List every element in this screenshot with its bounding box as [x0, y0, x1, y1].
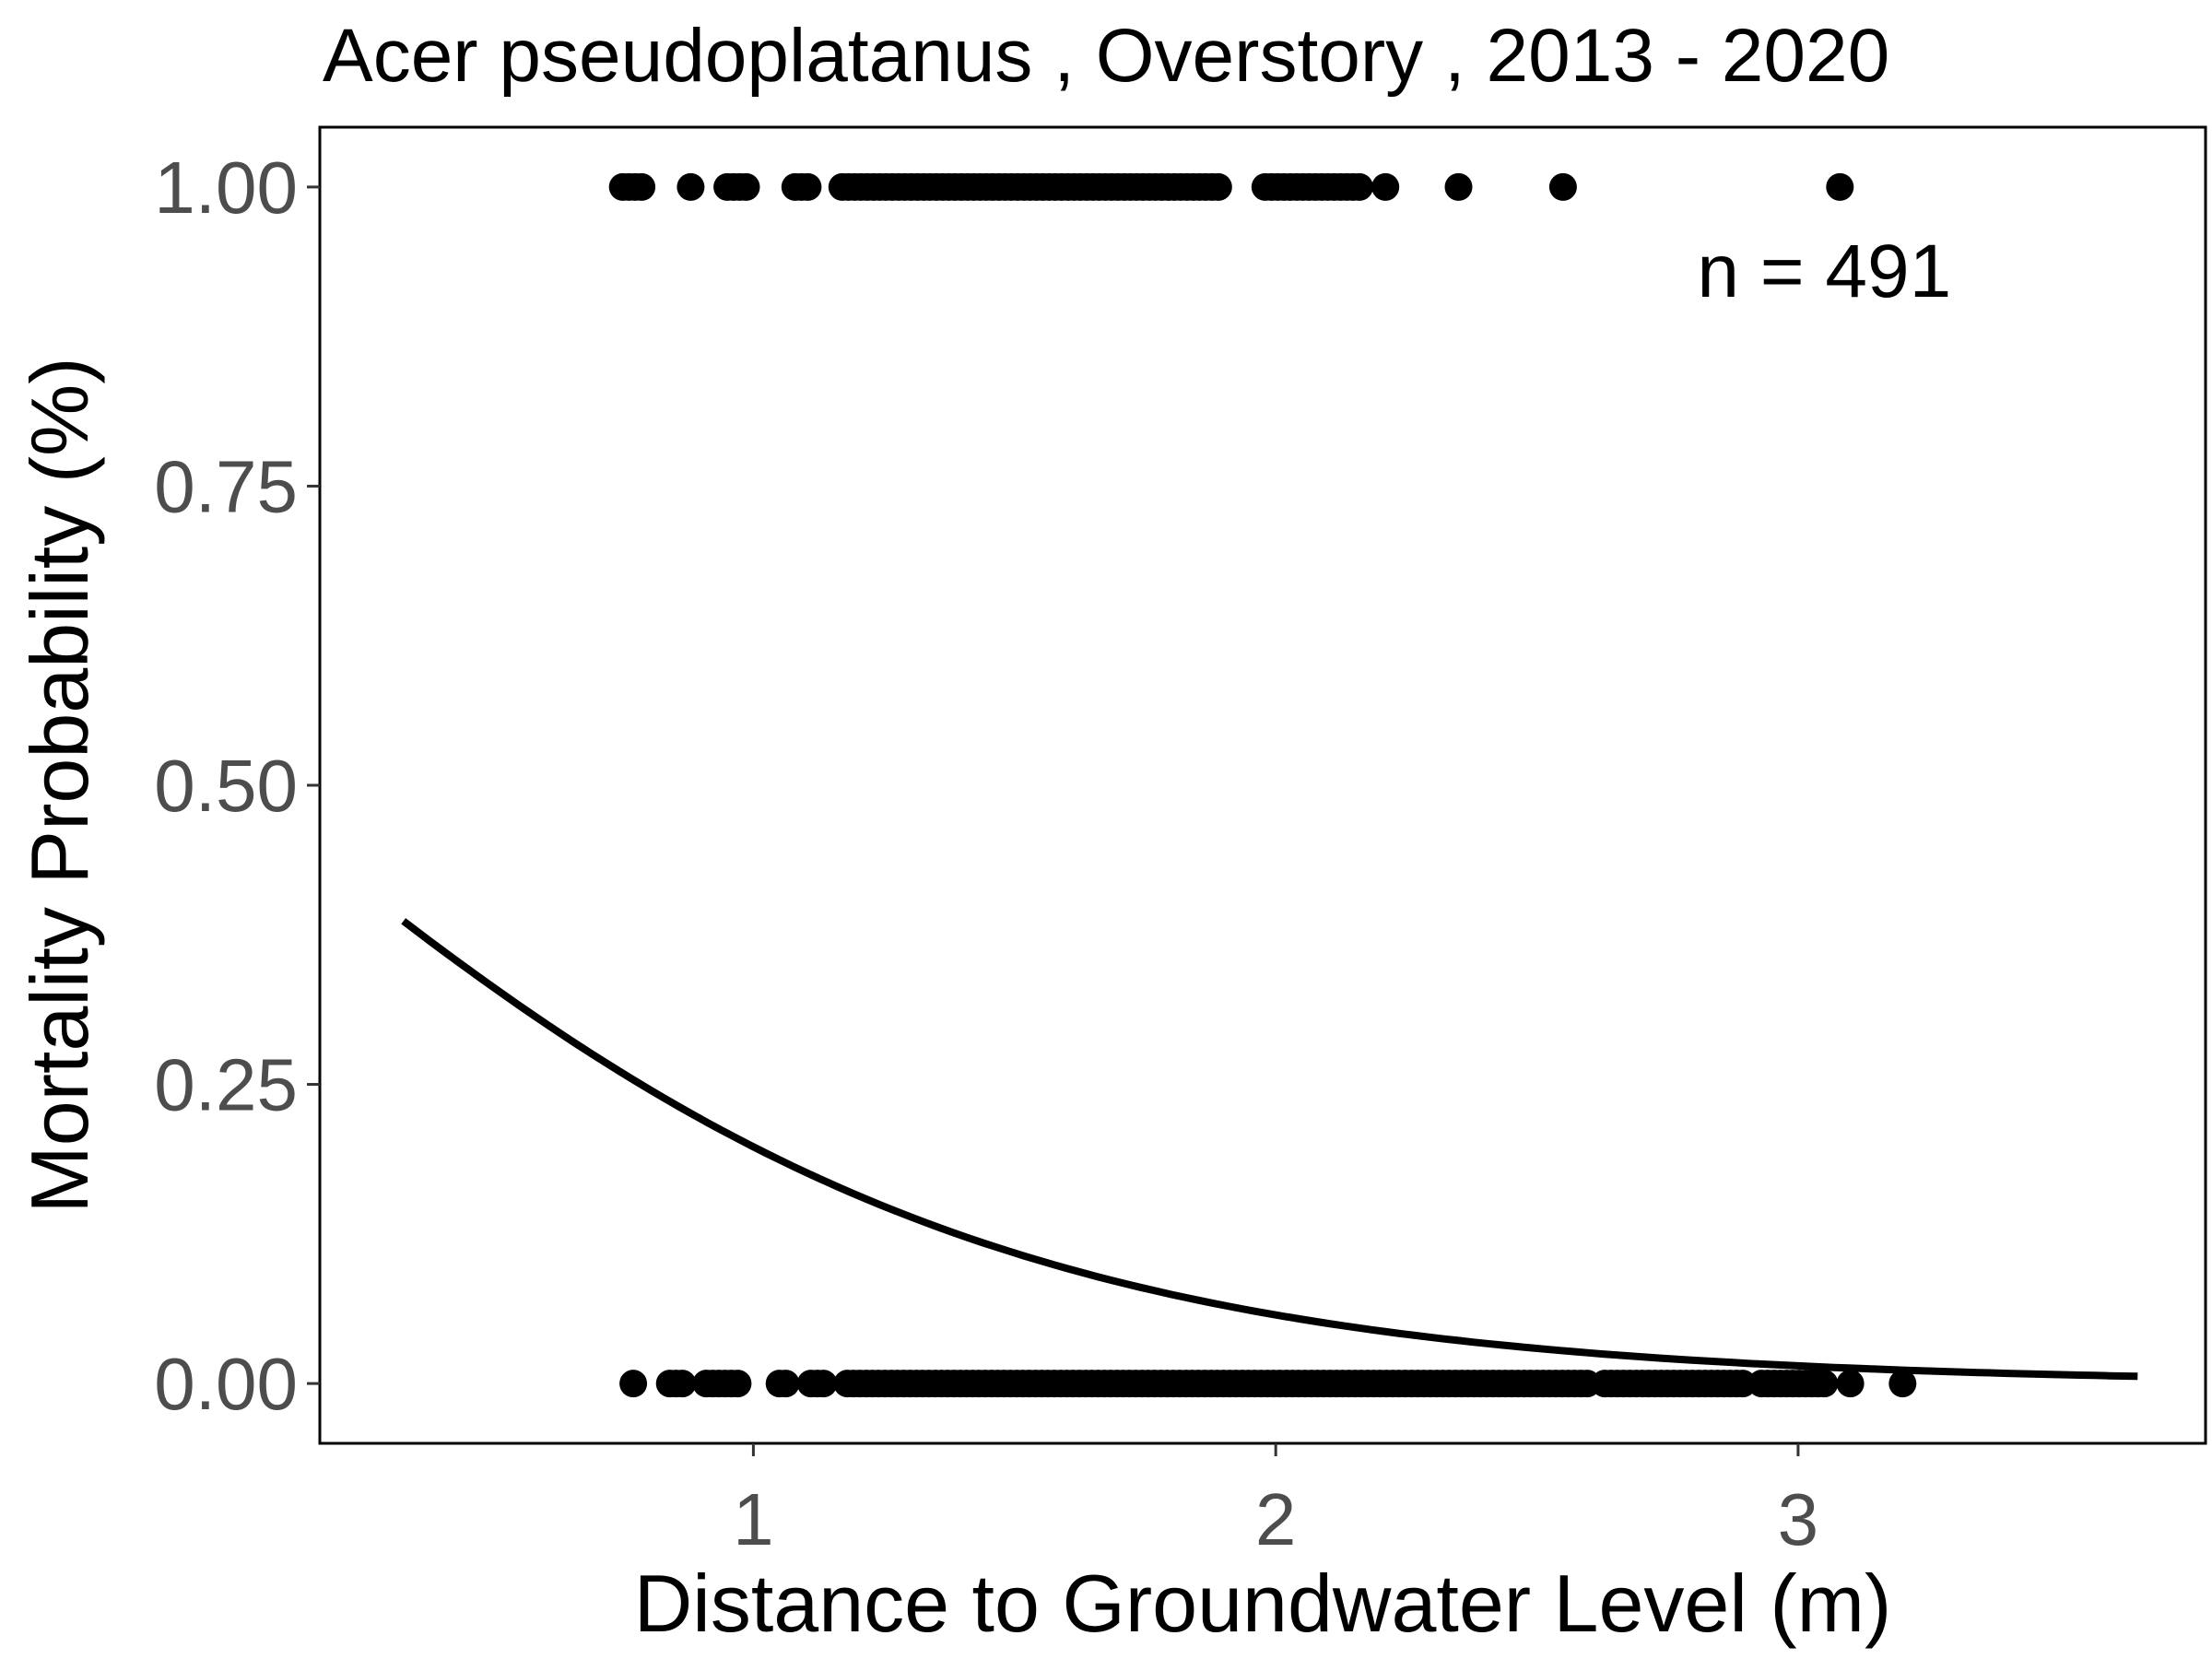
data-point [677, 172, 705, 201]
data-point [1204, 172, 1232, 201]
data-point [1888, 1370, 1917, 1398]
data-point [668, 1370, 697, 1398]
curve-layer [401, 918, 2138, 1381]
y-tick-label: 1.00 [154, 147, 298, 229]
y-tick-label: 0.00 [154, 1343, 298, 1425]
data-point [1810, 1370, 1839, 1398]
data-point [732, 172, 760, 201]
data-point [809, 1370, 838, 1398]
data-point [1826, 172, 1854, 201]
points-layer [608, 172, 1917, 1398]
x-tick-label: 2 [1255, 1478, 1297, 1560]
ticks-layer: 1 2 3 0.00 0.25 0.50 0.75 1.00 [154, 147, 1818, 1560]
data-point [1371, 172, 1400, 201]
data-point [619, 1370, 648, 1398]
y-tick-label: 0.25 [154, 1044, 298, 1126]
data-point [1548, 172, 1577, 201]
plot-panel [318, 125, 2207, 1445]
chart-title: Acer pseudoplatanus , Overstory , 2013 -… [323, 14, 1889, 98]
y-axis-title: Mortality Probability (%) [14, 357, 105, 1213]
y-tick-label: 0.75 [154, 445, 298, 527]
data-point [771, 1370, 800, 1398]
data-point [1836, 1370, 1865, 1398]
fitted-curve [401, 918, 2138, 1381]
data-point [628, 172, 656, 201]
x-tick-label: 1 [733, 1478, 774, 1560]
sample-size-annotation: n = 491 [1697, 229, 1951, 313]
x-tick-label: 3 [1778, 1478, 1819, 1560]
data-point [794, 172, 822, 201]
x-axis-title: Distance to Groundwater Level (m) [634, 1558, 1892, 1649]
y-tick-label: 0.50 [154, 745, 298, 827]
data-point [724, 1370, 752, 1398]
data-point [1444, 172, 1473, 201]
data-point [1345, 172, 1373, 201]
